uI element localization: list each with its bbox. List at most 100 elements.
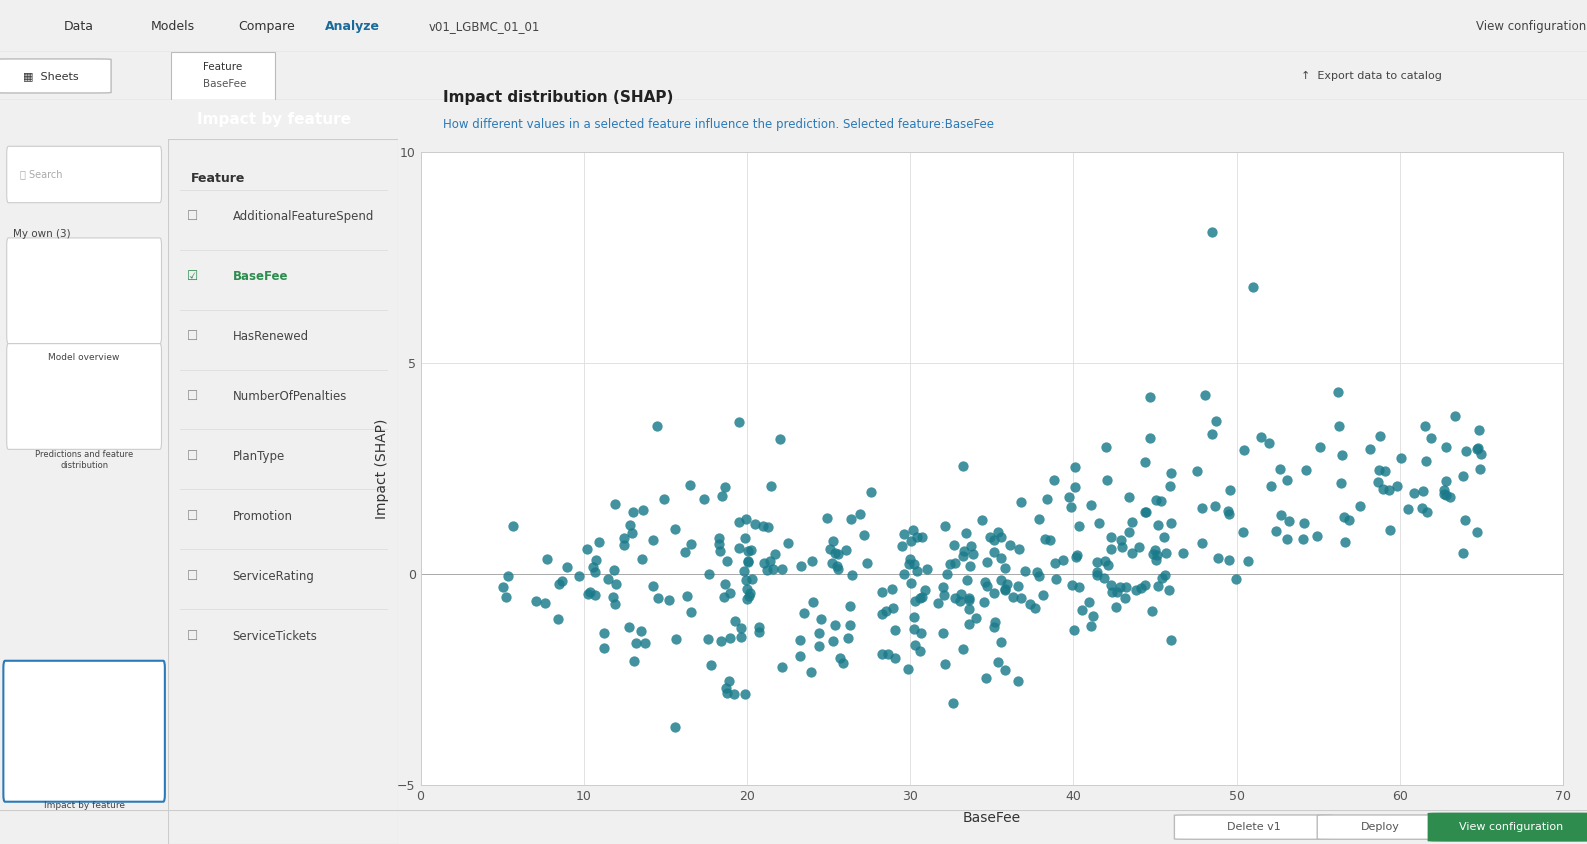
Point	[913, 583, 938, 597]
Point	[792, 606, 817, 619]
Point	[909, 591, 935, 604]
Point	[879, 582, 905, 596]
Point	[732, 565, 757, 578]
Point	[995, 577, 1020, 591]
FancyBboxPatch shape	[1428, 814, 1587, 841]
Point	[549, 574, 574, 587]
Text: Models: Models	[151, 19, 195, 33]
Text: ☐: ☐	[187, 330, 198, 344]
Point	[1060, 624, 1086, 637]
Point	[611, 538, 636, 551]
Point	[494, 590, 519, 603]
Point	[713, 577, 738, 591]
Point	[736, 555, 762, 568]
Point	[854, 556, 879, 570]
Point	[898, 576, 924, 590]
Point	[1044, 572, 1070, 586]
Point	[1258, 479, 1284, 493]
Point	[1389, 452, 1414, 465]
Point	[897, 553, 922, 566]
Point	[1095, 558, 1120, 571]
Point	[820, 634, 846, 647]
Point	[1216, 507, 1241, 521]
Point	[1331, 536, 1357, 549]
Text: 🔍 Search: 🔍 Search	[21, 170, 63, 180]
Point	[1092, 554, 1117, 567]
Point	[728, 621, 754, 635]
Point	[852, 528, 878, 542]
Point	[951, 549, 976, 563]
Point	[1103, 600, 1128, 614]
Point	[1062, 480, 1087, 494]
Point	[1358, 442, 1384, 456]
Point	[957, 593, 982, 607]
Point	[587, 535, 613, 549]
Text: PlanType: PlanType	[233, 450, 286, 463]
Point	[611, 532, 636, 545]
Point	[992, 582, 1017, 596]
Point	[747, 625, 773, 638]
Point	[720, 688, 746, 701]
Point	[925, 597, 951, 610]
Point	[574, 587, 600, 601]
Point	[617, 620, 643, 634]
Point	[1463, 525, 1489, 538]
Point	[603, 576, 628, 590]
Point	[1217, 483, 1243, 496]
Point	[1155, 583, 1181, 597]
Point	[951, 642, 976, 656]
Point	[582, 565, 608, 579]
Point	[1027, 512, 1052, 526]
Point	[767, 432, 792, 446]
Text: Feature: Feature	[203, 62, 243, 73]
Point	[706, 544, 732, 558]
Point	[617, 518, 643, 532]
Point	[940, 696, 965, 710]
Point	[914, 562, 940, 576]
Point	[1414, 505, 1439, 518]
Point	[1274, 473, 1300, 486]
Point	[1146, 579, 1171, 592]
Point	[970, 513, 995, 527]
Point	[533, 596, 559, 609]
Text: v01_LGBMC_01_01: v01_LGBMC_01_01	[428, 19, 540, 33]
Text: Impact distribution (SHAP): Impact distribution (SHAP)	[443, 89, 674, 105]
Text: Impact by feature: Impact by feature	[197, 112, 351, 127]
Text: Model overview: Model overview	[49, 354, 119, 362]
Point	[641, 579, 667, 592]
Point	[1159, 467, 1184, 480]
Point	[974, 579, 1000, 592]
Point	[1411, 484, 1436, 498]
Text: ☐: ☐	[187, 210, 198, 224]
Point	[1144, 494, 1170, 507]
Point	[1057, 490, 1082, 503]
Point	[738, 586, 763, 599]
Point	[981, 545, 1006, 559]
Point	[954, 526, 979, 539]
Point	[989, 552, 1014, 565]
Point	[1401, 486, 1427, 500]
Point	[628, 624, 654, 637]
Y-axis label: Impact (SHAP): Impact (SHAP)	[375, 419, 389, 518]
Point	[1154, 546, 1179, 560]
Point	[1084, 555, 1109, 569]
Text: View configuration: View configuration	[1460, 822, 1563, 832]
Point	[882, 652, 908, 665]
Point	[770, 660, 795, 674]
Point	[678, 478, 703, 491]
Point	[908, 626, 933, 640]
Point	[1224, 572, 1249, 586]
Point	[740, 572, 765, 586]
Point	[1070, 603, 1095, 616]
FancyBboxPatch shape	[171, 52, 275, 100]
Point	[1128, 582, 1154, 595]
Point	[1119, 546, 1144, 560]
Text: BaseFee: BaseFee	[233, 270, 289, 284]
Point	[1005, 674, 1030, 688]
Point	[1216, 553, 1241, 566]
Point	[1017, 597, 1043, 610]
Point	[692, 492, 717, 506]
Point	[905, 564, 930, 577]
Text: ServiceTickets: ServiceTickets	[233, 630, 317, 642]
Point	[1093, 441, 1119, 454]
